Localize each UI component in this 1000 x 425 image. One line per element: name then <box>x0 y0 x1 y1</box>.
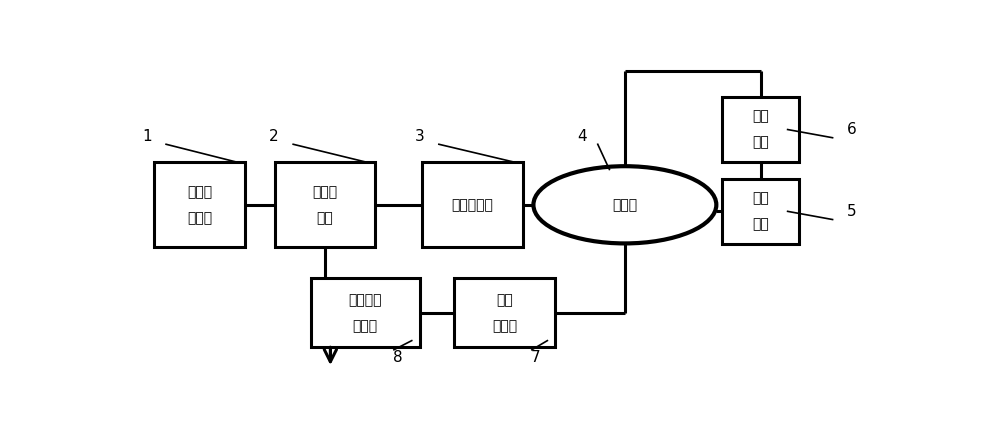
Text: 制器: 制器 <box>317 211 333 225</box>
Text: 2: 2 <box>269 129 279 144</box>
Text: 耦合器: 耦合器 <box>353 319 378 333</box>
Text: 滤波器: 滤波器 <box>612 198 637 212</box>
Text: 光放: 光放 <box>752 191 769 205</box>
Text: 放大器: 放大器 <box>492 319 517 333</box>
Text: 测器: 测器 <box>752 136 769 150</box>
Bar <box>454 278 555 347</box>
Text: 半导体: 半导体 <box>187 185 212 199</box>
Text: 4: 4 <box>577 129 587 144</box>
Text: 1: 1 <box>142 129 152 144</box>
Text: 7: 7 <box>531 351 541 366</box>
Text: 光电调: 光电调 <box>312 185 338 199</box>
Text: 激光器: 激光器 <box>187 211 212 225</box>
Text: 光纤时延器: 光纤时延器 <box>451 198 493 212</box>
Bar <box>722 97 799 162</box>
Bar <box>422 162 523 247</box>
Text: 微波: 微波 <box>496 293 513 307</box>
Text: 光探: 光探 <box>752 110 769 123</box>
Bar <box>154 162 245 247</box>
Bar <box>722 178 799 244</box>
Text: 微波功率: 微波功率 <box>349 293 382 307</box>
Circle shape <box>533 166 716 244</box>
Text: 6: 6 <box>847 122 857 137</box>
Bar <box>275 162 375 247</box>
Text: 5: 5 <box>847 204 857 219</box>
Text: 大器: 大器 <box>752 218 769 232</box>
Text: 3: 3 <box>415 129 424 144</box>
Text: 8: 8 <box>393 351 403 366</box>
Bar <box>311 278 420 347</box>
